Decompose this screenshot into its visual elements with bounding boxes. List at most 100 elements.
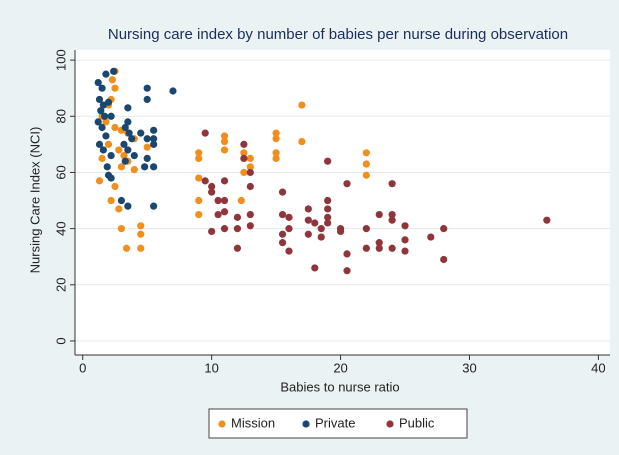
point [102, 132, 110, 140]
point [375, 244, 383, 252]
point [102, 118, 110, 126]
y-tick-label: 0 [53, 337, 68, 344]
point [324, 157, 332, 165]
point [125, 129, 133, 137]
point [137, 129, 145, 137]
point [150, 126, 158, 134]
x-tick-label: 0 [79, 360, 86, 375]
point [233, 244, 242, 252]
point [362, 160, 370, 168]
point [298, 137, 306, 146]
point [240, 140, 248, 148]
point [278, 210, 287, 219]
legend-box [208, 408, 468, 439]
point [150, 163, 158, 171]
point [220, 196, 229, 205]
point [246, 168, 254, 177]
point [143, 143, 151, 151]
point [272, 129, 280, 137]
legend-marker [218, 420, 226, 428]
x-tick-label: 10 [204, 360, 218, 375]
point [94, 118, 102, 126]
point [220, 132, 229, 140]
point [343, 180, 351, 188]
point [220, 137, 229, 146]
point [285, 213, 293, 221]
point [388, 180, 396, 188]
y-tick-label: 80 [53, 109, 68, 123]
legend-label: Public [399, 415, 435, 430]
point [195, 149, 203, 157]
point [121, 157, 129, 165]
point [195, 154, 203, 163]
point [246, 222, 254, 230]
chart-title: Nursing care index by number of babies p… [108, 26, 568, 43]
point [111, 84, 119, 92]
point [278, 188, 287, 196]
point [543, 216, 551, 224]
point [440, 225, 448, 233]
point [375, 239, 383, 247]
point [124, 146, 132, 154]
point [220, 225, 229, 233]
point [195, 196, 203, 205]
point [150, 202, 158, 210]
point [343, 267, 351, 275]
point [214, 196, 222, 205]
point [336, 227, 345, 236]
point [98, 84, 106, 92]
legend-label: Mission [231, 415, 275, 430]
legend-marker [302, 420, 310, 428]
point [110, 67, 118, 75]
point [137, 222, 145, 230]
point [240, 168, 248, 177]
y-tick-label: 20 [53, 278, 68, 292]
point [201, 177, 209, 185]
point [285, 225, 293, 233]
point [111, 182, 119, 191]
point [103, 163, 111, 171]
point [122, 244, 131, 252]
point [150, 140, 158, 148]
point [362, 244, 370, 252]
point [104, 98, 113, 106]
point [240, 149, 248, 157]
point [220, 146, 229, 154]
point [304, 205, 312, 213]
point [440, 255, 448, 264]
point [240, 154, 248, 163]
point [272, 135, 280, 143]
point [362, 171, 370, 179]
x-axis-label: Babies to nurse ratio [280, 379, 399, 394]
point [102, 70, 110, 78]
point [298, 101, 306, 109]
y-tick-label: 40 [53, 221, 68, 235]
point [143, 135, 151, 143]
point [201, 129, 209, 137]
point [343, 250, 351, 258]
point [246, 163, 254, 171]
point [195, 174, 203, 182]
point [278, 239, 287, 247]
point [214, 210, 222, 219]
point [304, 230, 312, 238]
point [124, 104, 132, 112]
point [98, 154, 106, 163]
point [130, 166, 138, 174]
point [388, 244, 396, 252]
point [150, 135, 158, 143]
point [101, 112, 109, 120]
point [427, 233, 435, 241]
point [311, 219, 319, 227]
point [120, 151, 128, 160]
point [124, 118, 132, 126]
point [95, 140, 104, 148]
point [94, 78, 102, 87]
point [115, 146, 123, 154]
plot-area [75, 50, 610, 355]
point [143, 95, 151, 104]
point [117, 196, 126, 205]
point [246, 182, 254, 191]
